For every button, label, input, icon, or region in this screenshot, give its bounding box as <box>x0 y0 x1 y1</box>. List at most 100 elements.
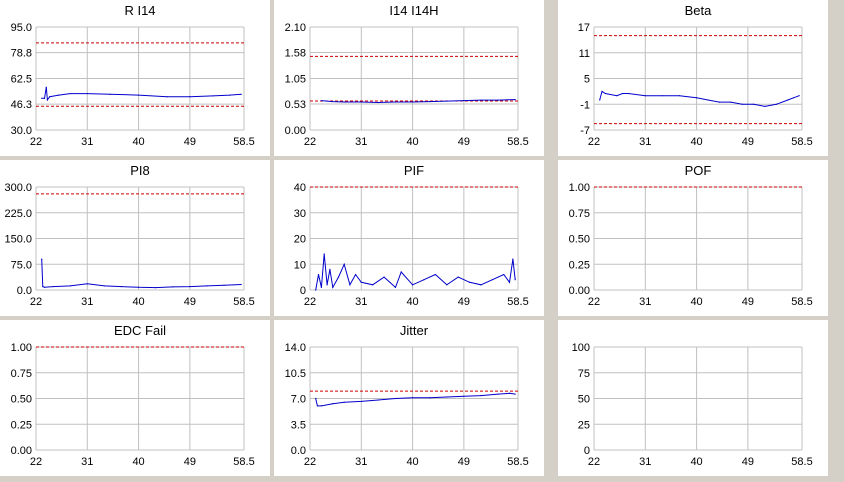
y-tick-label: 150.0 <box>4 234 32 246</box>
data-point <box>457 276 459 278</box>
x-tick-label: 49 <box>742 456 754 468</box>
data-point <box>52 285 54 288</box>
data-point <box>752 103 755 105</box>
y-tick-label: 17 <box>578 22 590 34</box>
chart-svg: PIF 40 30 20 10 022 31 40 49 58.5 <box>294 163 529 308</box>
x-tick-label: 49 <box>184 456 196 468</box>
x-tick-label: 22 <box>304 296 316 308</box>
data-point <box>332 403 334 405</box>
data-point <box>240 283 242 286</box>
data-point <box>764 105 766 107</box>
x-tick-label: 22 <box>304 456 316 468</box>
data-point <box>323 253 325 255</box>
y-tick-label: 30.0 <box>11 125 32 137</box>
data-point <box>360 101 362 103</box>
data-point <box>446 284 448 286</box>
x-tick-label: 31 <box>81 136 93 148</box>
x-tick-label: 58.5 <box>233 296 254 308</box>
series-line <box>41 87 242 102</box>
x-tick-label: 40 <box>406 456 418 468</box>
data-point <box>394 286 397 289</box>
data-point <box>480 284 482 286</box>
x-tick-label: 49 <box>458 136 470 148</box>
data-point <box>320 405 322 407</box>
data-point <box>372 284 374 286</box>
series-line <box>599 90 800 107</box>
x-tick-label: 31 <box>355 296 367 308</box>
x-tick-label: 31 <box>639 456 651 468</box>
y-tick-label: 0.75 <box>11 368 32 380</box>
data-point <box>155 286 157 289</box>
y-tick-label: 1.00 <box>569 182 590 194</box>
data-point <box>661 95 663 97</box>
x-tick-label: 49 <box>742 136 754 148</box>
x-tick-label: 49 <box>742 296 754 308</box>
y-tick-label: 40 <box>294 182 306 194</box>
x-tick-label: 22 <box>30 296 42 308</box>
chart-title: PI8 <box>130 163 150 178</box>
data-point <box>644 95 646 97</box>
data-point <box>43 97 46 99</box>
y-tick-label: 95.0 <box>11 22 32 34</box>
y-tick-label: 0.0 <box>291 445 306 457</box>
x-tick-label: 31 <box>355 456 367 468</box>
data-point <box>497 393 499 395</box>
data-point <box>599 99 601 101</box>
chart-svg: R I14 95.0 78.8 62.5 46.3 30.022 31 40 49 58.5 <box>11 3 255 148</box>
y-tick-label: 0.00 <box>569 285 590 297</box>
data-point <box>172 286 174 288</box>
data-point <box>627 92 629 95</box>
y-tick-label: 0.75 <box>569 208 590 220</box>
chart-panel: Jitter 14.0 10.5 7.0 3.5 0.0 22 31 40 49 58.5 <box>274 320 544 476</box>
series-line <box>315 392 516 407</box>
data-point <box>429 100 431 103</box>
y-tick-label: 7.0 <box>291 394 306 406</box>
chart-panel: 100 75 50 25 0 22 31 40 49 58.5 <box>558 320 828 476</box>
x-tick-label: 40 <box>690 296 702 308</box>
y-tick-label: 0 <box>584 445 590 457</box>
x-tick-label: 58.5 <box>507 296 528 308</box>
chart-svg: Jitter 14.0 10.5 7.0 3.5 0.022 31 40 49 58.5 <box>285 323 529 468</box>
chart-panel: POF 1.00 0.75 0.50 0.25 0.00 22 31 40 49 58.5 <box>558 160 828 316</box>
data-point <box>189 285 191 288</box>
data-point <box>707 99 709 101</box>
x-tick-label: 22 <box>304 136 316 148</box>
data-point <box>480 99 482 101</box>
data-point <box>508 392 511 394</box>
data-point <box>429 397 431 399</box>
data-point <box>514 393 516 395</box>
data-point <box>137 286 140 288</box>
data-point <box>86 92 88 95</box>
data-point <box>377 101 379 104</box>
data-point <box>434 273 436 276</box>
chart-panel: EDC Fail 1.00 0.75 0.50 0.25 0.00 22 31 40 49 58.5 <box>0 320 270 476</box>
data-point <box>503 273 505 276</box>
y-tick-label: 5 <box>584 74 590 86</box>
x-tick-label: 31 <box>639 136 651 148</box>
data-point <box>240 93 242 95</box>
y-tick-label: 0.00 <box>11 445 32 457</box>
x-tick-label: 40 <box>406 296 418 308</box>
data-point <box>411 101 414 103</box>
y-tick-label: 25 <box>578 419 590 431</box>
data-point <box>695 97 698 99</box>
x-tick-label: 40 <box>690 456 702 468</box>
x-tick-label: 58.5 <box>233 136 254 148</box>
chart-svg: 100 75 50 25 022 31 40 49 58.5 <box>572 342 813 468</box>
data-point <box>332 100 334 103</box>
data-point <box>326 284 328 286</box>
y-tick-label: 50 <box>578 394 590 406</box>
data-point <box>491 279 493 281</box>
data-point <box>69 92 71 95</box>
x-tick-label: 49 <box>458 456 470 468</box>
data-point <box>787 99 789 101</box>
y-tick-label: 75.0 <box>11 259 32 271</box>
x-tick-label: 31 <box>355 136 367 148</box>
data-point <box>730 101 732 103</box>
data-point <box>394 101 397 103</box>
x-tick-label: 58.5 <box>233 456 254 468</box>
x-tick-label: 22 <box>588 456 600 468</box>
data-point <box>189 96 191 98</box>
